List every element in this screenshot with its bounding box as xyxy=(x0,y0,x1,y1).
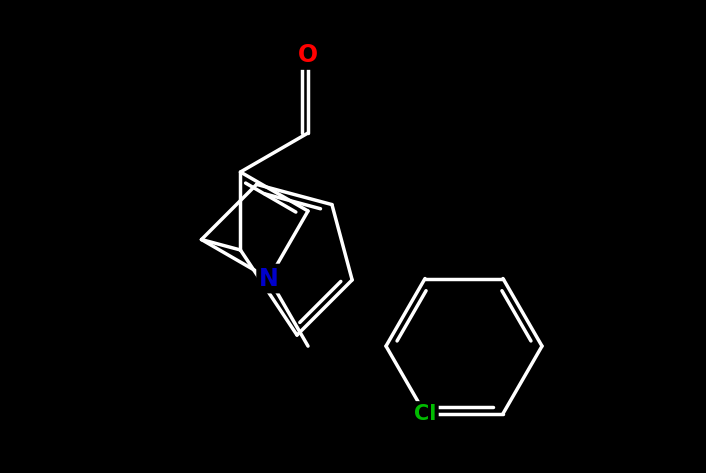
Text: Cl: Cl xyxy=(414,403,436,424)
Text: N: N xyxy=(259,267,279,290)
Text: O: O xyxy=(298,43,318,67)
